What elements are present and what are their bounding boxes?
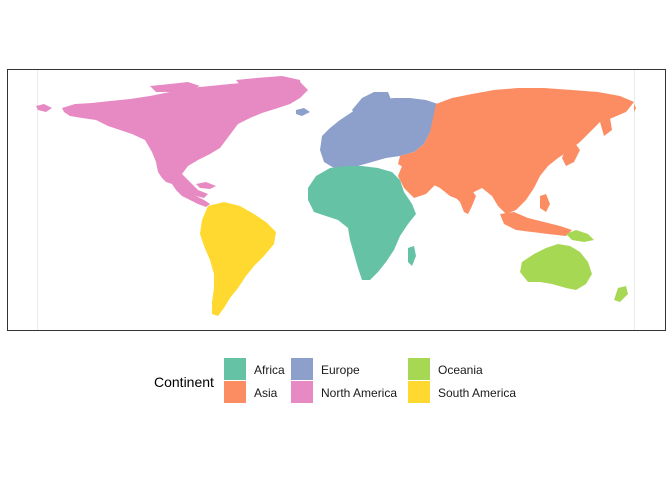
- legend-label-north-america: North America: [321, 386, 397, 400]
- kamchatka: [600, 118, 612, 136]
- legend-title: Continent: [154, 374, 214, 390]
- legend-label-oceania: Oceania: [438, 363, 483, 377]
- legend-swatch-south-america: [408, 381, 430, 403]
- japan: [562, 142, 580, 166]
- alaska-west-tip: [36, 104, 52, 112]
- legend-swatch-north-america: [291, 381, 313, 403]
- central-america: [172, 184, 210, 207]
- greenland: [236, 76, 302, 104]
- continent-europe: [296, 92, 438, 168]
- legend-swatch-asia: [224, 381, 246, 403]
- europe-mainland: [320, 98, 438, 168]
- legend-swatch-africa: [224, 358, 246, 380]
- continent-africa: [308, 166, 416, 280]
- new-guinea: [566, 230, 594, 242]
- australia: [520, 244, 592, 290]
- north-america-mainland: [62, 80, 308, 198]
- iceland: [296, 108, 310, 116]
- legend-label-europe: Europe: [321, 363, 360, 377]
- legend: Continent Africa Asia Europe North Ameri…: [154, 358, 516, 403]
- legend-swatch-europe: [291, 358, 313, 380]
- legend-label-south-america: South America: [438, 386, 516, 400]
- caribbean-islands: [196, 182, 216, 189]
- arctic-islands: [150, 82, 200, 92]
- chukotka-west: [634, 104, 636, 112]
- madagascar: [408, 246, 416, 266]
- scandinavia: [352, 92, 392, 118]
- legend-swatch-oceania: [408, 358, 430, 380]
- arabian-peninsula: [398, 166, 436, 198]
- asia-mainland: [398, 88, 634, 214]
- continent-oceania: [520, 230, 628, 302]
- continent-south-america: [200, 202, 276, 316]
- map-panel-border: [7, 69, 666, 331]
- south-america-mainland: [200, 202, 276, 316]
- continent-asia: [398, 88, 636, 236]
- africa-mainland: [308, 166, 416, 280]
- legend-label-asia: Asia: [254, 386, 278, 400]
- indian-subcontinent: [452, 188, 476, 214]
- legend-label-africa: Africa: [254, 363, 285, 377]
- philippines: [540, 194, 550, 212]
- southeast-asia-islands: [500, 212, 572, 236]
- new-zealand: [614, 286, 628, 302]
- continent-north-america: [36, 76, 308, 207]
